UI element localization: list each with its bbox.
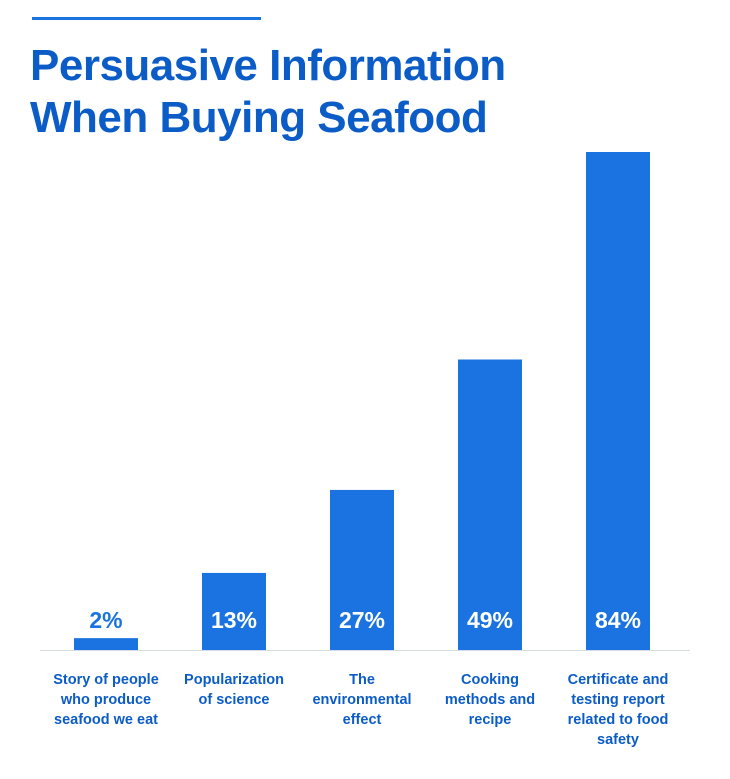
category-label-2-line-1: Popularization	[184, 672, 284, 688]
category-label-3: The environmental effect	[312, 672, 411, 728]
bar-value-label-4: 49%	[467, 607, 513, 633]
category-label-4: Cooking methods and recipe	[445, 672, 535, 728]
bar-value-label-3: 27%	[339, 607, 385, 633]
category-label-4-line-2: methods and	[445, 692, 535, 708]
category-label-5-line-3: related to food	[568, 712, 669, 728]
bar-4	[458, 359, 522, 650]
category-label-4-line-3: recipe	[469, 712, 512, 728]
category-label-2-line-2: of science	[199, 692, 270, 708]
category-label-5-line-1: Certificate and	[568, 672, 669, 688]
category-label-1: Story of people who produce seafood we eat	[53, 672, 159, 728]
chart-title: Persuasive Information When Buying Seafo…	[30, 40, 690, 144]
category-label-3-line-3: effect	[343, 712, 382, 728]
bar-5	[586, 152, 650, 650]
bar-3	[330, 489, 394, 650]
chart-title-line-1: Persuasive Information	[30, 41, 506, 90]
category-label-5-line-2: testing report	[571, 692, 665, 708]
category-label-3-line-2: environmental	[312, 692, 411, 708]
bar-value-label-5: 84%	[595, 607, 641, 633]
bar-2	[202, 572, 266, 650]
category-label-1-line-1: Story of people	[53, 672, 159, 688]
category-label-4-line-1: Cooking	[461, 672, 519, 688]
category-label-3-line-1: The	[349, 672, 375, 688]
category-label-5-line-4: safety	[597, 732, 639, 748]
category-label-2: Popularization of science	[184, 672, 284, 708]
category-label-1-line-2: who produce	[60, 692, 151, 708]
chart-title-line-2: When Buying Seafood	[30, 93, 488, 142]
bar-1	[74, 638, 138, 650]
category-label-1-line-3: seafood we eat	[54, 712, 158, 728]
category-label-5: Certificate and testing report related to …	[568, 672, 669, 748]
top-accent-rule	[32, 17, 261, 20]
bar-value-label-1: 2%	[89, 607, 122, 633]
bar-value-label-2: 13%	[211, 607, 257, 633]
